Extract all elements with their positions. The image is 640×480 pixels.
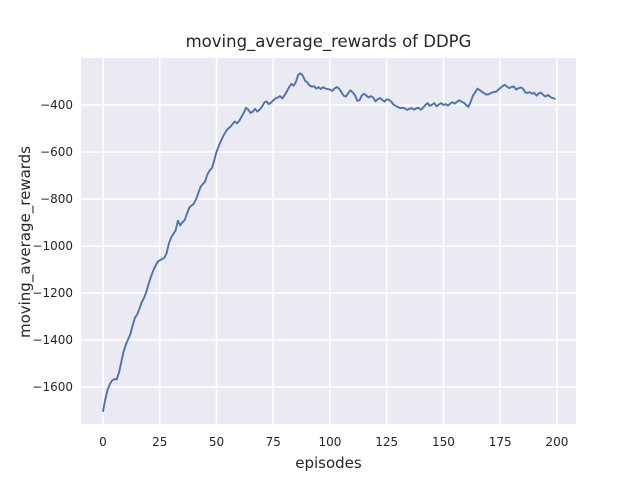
y-tick-label: −1600 [32, 380, 73, 395]
x-tick-label: 125 [375, 435, 399, 449]
x-tick-label: 50 [208, 435, 225, 449]
y-tick-label: −400 [40, 98, 73, 112]
y-tick-label: −600 [40, 145, 73, 160]
x-tick-label: 0 [99, 435, 107, 449]
y-tick-label: −1200 [32, 286, 73, 301]
chart-canvas [81, 58, 576, 424]
plot-area [81, 58, 576, 424]
x-tick-label: 75 [265, 435, 281, 449]
x-tick-label: 25 [152, 435, 168, 449]
x-axis-label: episodes [295, 454, 362, 472]
x-tick-label: 150 [432, 435, 455, 449]
y-tick-label: −1000 [32, 239, 73, 254]
x-tick-label: 200 [545, 435, 569, 449]
x-tick-label: 175 [488, 435, 512, 449]
grid-lines [81, 58, 576, 424]
y-tick-label: −1400 [32, 333, 73, 348]
y-tick-label: −800 [40, 192, 73, 207]
y-axis-label: moving_average_rewards [16, 145, 34, 339]
chart-title: moving_average_rewards of DDPG [185, 32, 472, 51]
reward-line [102, 72, 556, 413]
x-tick-label: 100 [318, 435, 342, 449]
